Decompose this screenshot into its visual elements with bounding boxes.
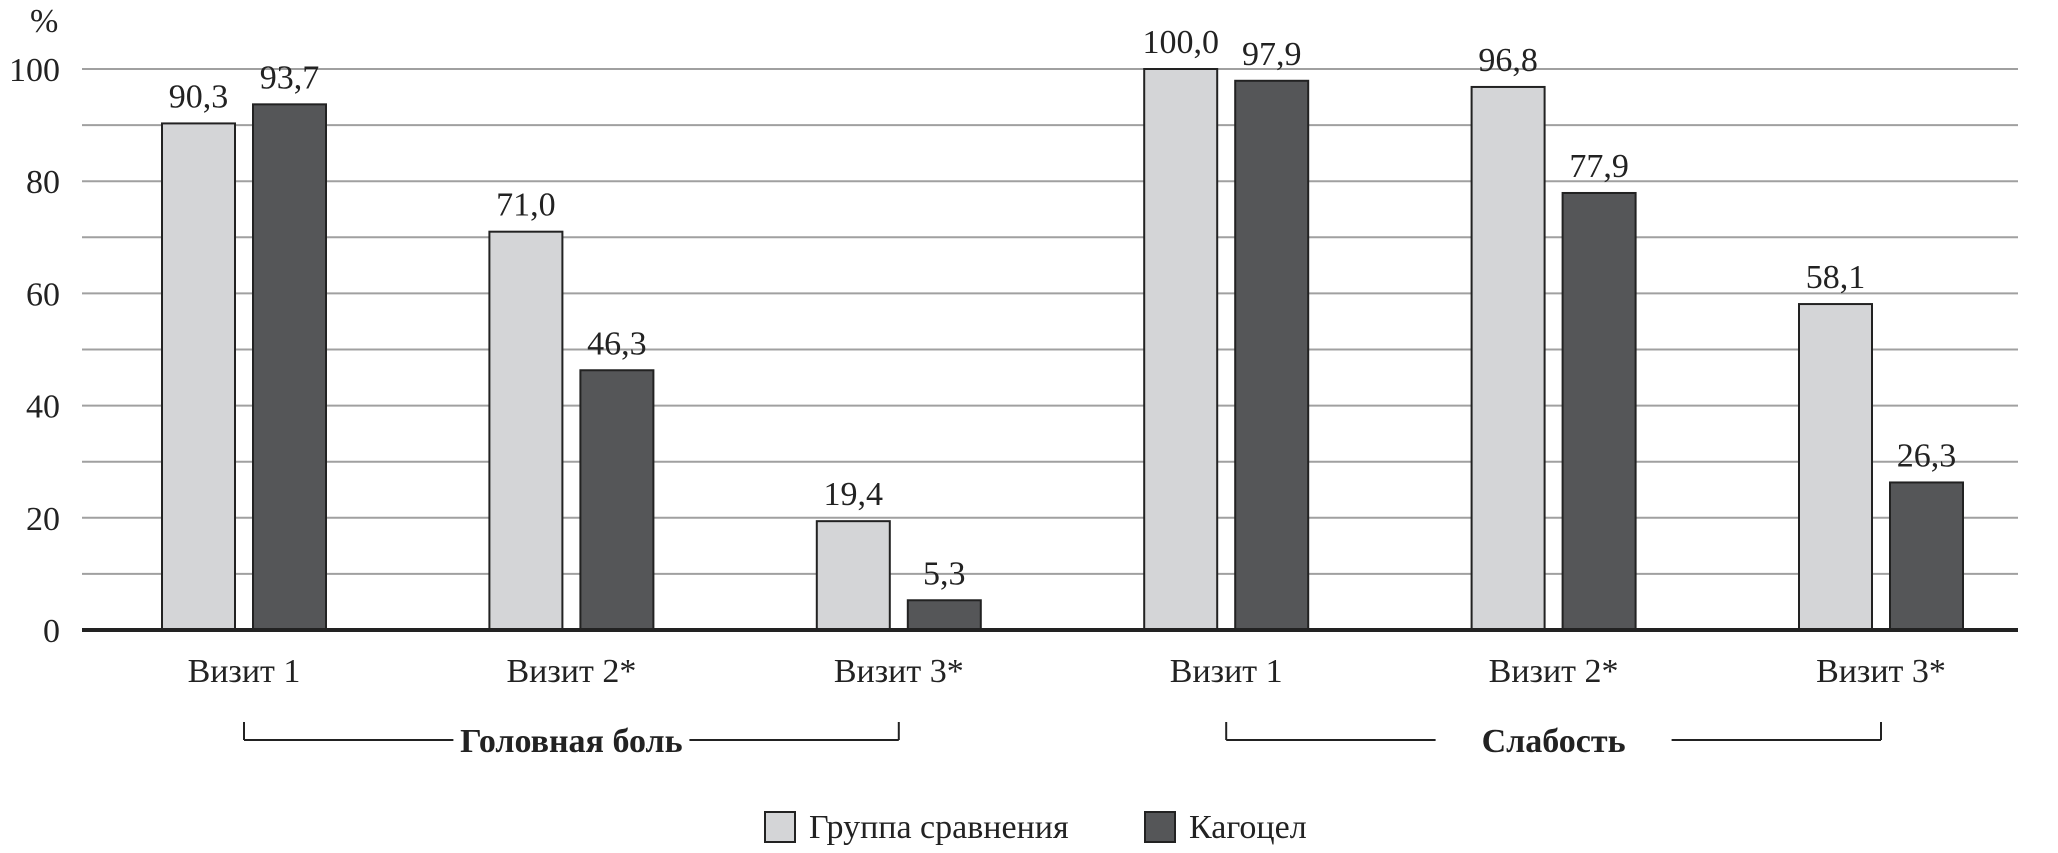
y-axis-unit-label: % [30, 3, 58, 40]
bar [252, 103, 327, 631]
legend-swatch [1144, 811, 1176, 843]
bar [1234, 79, 1310, 631]
y-tick-label: 20 [26, 501, 60, 538]
y-tick-label: 100 [9, 52, 60, 89]
x-axis-category-labels: Визит 1 Визит 2* Визит 3* Визит 1 Визит 2* Ви… [188, 653, 1946, 690]
bar [1889, 481, 1964, 631]
bar [1143, 68, 1219, 631]
x-category-label: Визит 1 [1170, 653, 1283, 690]
data-label: 100,0 [1142, 24, 1219, 61]
bar [161, 122, 236, 632]
bar [1470, 85, 1546, 631]
y-tick-label: 0 [43, 613, 60, 650]
bar [1561, 191, 1637, 632]
group-label: Слабость [1482, 723, 1626, 760]
data-label: 19,4 [824, 476, 884, 513]
x-category-label: Визит 3* [1816, 653, 1946, 690]
data-label: 90,3 [169, 78, 229, 115]
y-tick-label: 80 [26, 164, 60, 201]
bars: 90,3 93,7 71,0 46,3 19,4 5,3 100,0 97,9 96,8 77,9… [161, 24, 1964, 632]
x-category-label: Визит 1 [188, 653, 301, 690]
data-label: 5,3 [923, 555, 966, 592]
y-axis: % 0 20 40 60 80 100 [9, 3, 60, 650]
legend-label: Кагоцел [1189, 809, 1307, 846]
group-label: Головная боль [460, 723, 682, 760]
x-category-label: Визит 3* [834, 653, 964, 690]
data-label: 58,1 [1806, 259, 1866, 296]
y-tick-label: 60 [26, 276, 60, 313]
data-label: 77,9 [1569, 148, 1629, 185]
bar [1798, 303, 1873, 631]
y-tick-label: 40 [26, 389, 60, 426]
bar [815, 520, 891, 632]
x-category-label: Визит 2* [506, 653, 636, 690]
x-category-label: Визит 2* [1489, 653, 1619, 690]
data-label: 71,0 [496, 187, 556, 224]
bar [906, 599, 982, 632]
data-label: 93,7 [260, 59, 320, 96]
data-label: 26,3 [1897, 437, 1957, 474]
gridlines [82, 68, 2018, 575]
bar [488, 230, 564, 631]
legend: Группа сравнения Кагоцел [764, 809, 1307, 846]
bar [579, 369, 655, 631]
group-brackets: Головная боль Слабость [243, 722, 1882, 760]
data-label: 97,9 [1242, 36, 1302, 73]
legend-swatch [764, 811, 796, 843]
data-label: 46,3 [587, 325, 647, 362]
legend-label: Группа сравнения [809, 809, 1069, 846]
data-label: 96,8 [1478, 42, 1538, 79]
